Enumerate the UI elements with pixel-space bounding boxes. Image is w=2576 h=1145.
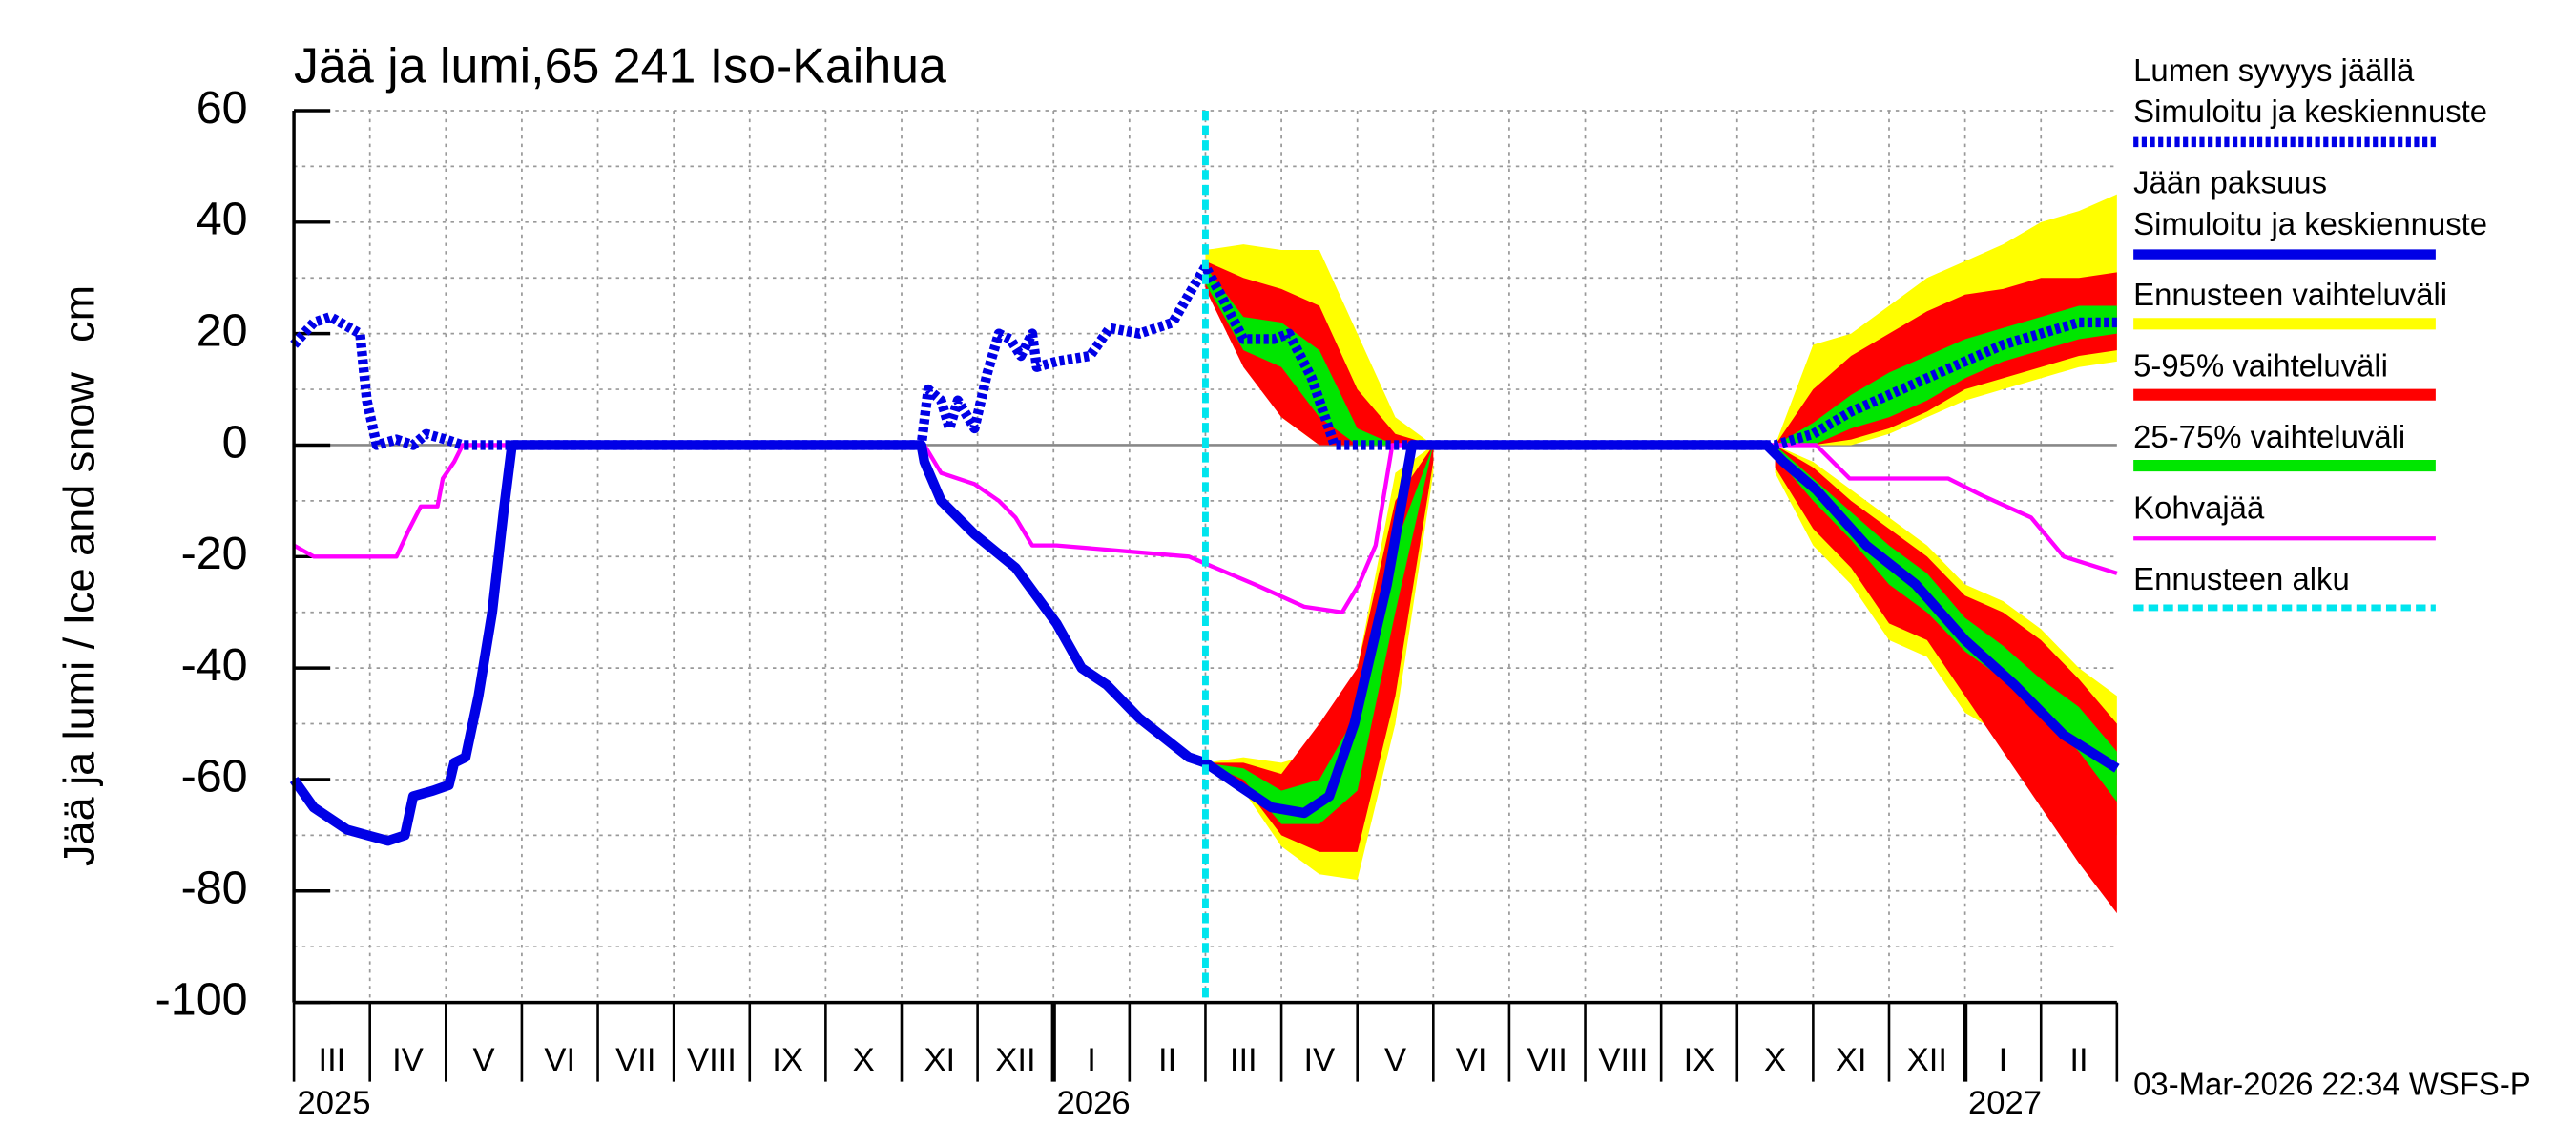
legend-label: 25-75% vaihteluväli (2133, 419, 2405, 454)
x-tick-label: XII (1907, 1042, 1947, 1078)
y-axis-label: Jää ja lumi / Ice and snow (54, 372, 103, 866)
x-tick-label: VI (1456, 1042, 1487, 1078)
x-tick-label: XI (924, 1042, 955, 1078)
year-label: 2026 (1057, 1085, 1131, 1121)
chart-title: Jää ja lumi,65 241 Iso-Kaihua (294, 38, 946, 94)
y-tick-label: 40 (197, 194, 248, 245)
y-tick-label: -60 (181, 751, 248, 802)
x-tick-label: I (1087, 1042, 1096, 1078)
legend-label: 5-95% vaihteluväli (2133, 348, 2388, 384)
x-tick-label: V (473, 1042, 495, 1078)
x-tick-label: X (853, 1042, 875, 1078)
y-tick-label: 20 (197, 304, 248, 356)
legend-label: Simuloitu ja keskiennuste (2133, 94, 2487, 129)
x-tick-label: II (1158, 1042, 1176, 1078)
legend-label: Lumen syvyys jäällä (2133, 52, 2415, 88)
forecast-band (1205, 445, 1434, 852)
x-tick-label: IX (1684, 1042, 1715, 1078)
forecast-band (1205, 445, 1434, 824)
y-tick-label: -80 (181, 863, 248, 914)
legend-label: Jään paksuus (2133, 165, 2327, 200)
series-line (289, 440, 2120, 846)
x-tick-label: VII (615, 1042, 655, 1078)
year-label: 2025 (298, 1085, 371, 1121)
forecast-band (1775, 445, 2117, 914)
series-line (290, 261, 2117, 450)
y-tick-label: -100 (156, 973, 248, 1025)
y-tick-label: 60 (197, 82, 248, 134)
timestamp: 03-Mar-2026 22:34 WSFS-P (2133, 1067, 2531, 1102)
x-tick-label: VII (1527, 1042, 1568, 1078)
x-tick-label: VIII (687, 1042, 737, 1078)
y-tick-label: -20 (181, 528, 248, 579)
x-tick-label: VIII (1598, 1042, 1648, 1078)
y-tick-label: 0 (222, 416, 248, 468)
x-tick-label: I (1999, 1042, 2008, 1078)
series-line (293, 443, 2118, 614)
x-tick-label: XII (995, 1042, 1035, 1078)
x-tick-label: IV (392, 1042, 424, 1078)
year-label: 2027 (1968, 1085, 2042, 1121)
x-tick-label: VI (544, 1042, 575, 1078)
x-tick-label: III (1230, 1042, 1257, 1078)
legend-label: Ennusteen alku (2133, 561, 2350, 596)
legend-label: Simuloitu ja keskiennuste (2133, 206, 2487, 241)
x-tick-label: IX (772, 1042, 803, 1078)
legend-label: Ennusteen vaihteluväli (2133, 277, 2447, 312)
x-tick-label: IV (1304, 1042, 1336, 1078)
x-tick-label: III (318, 1042, 345, 1078)
forecast-band (1205, 266, 1434, 446)
x-tick-label: V (1384, 1042, 1406, 1078)
y-axis-unit: cm (54, 285, 103, 343)
x-tick-label: II (2069, 1042, 2088, 1078)
x-tick-label: X (1764, 1042, 1786, 1078)
x-tick-label: XI (1836, 1042, 1867, 1078)
legend-label: Kohvajää (2133, 490, 2265, 526)
y-tick-label: -40 (181, 639, 248, 691)
